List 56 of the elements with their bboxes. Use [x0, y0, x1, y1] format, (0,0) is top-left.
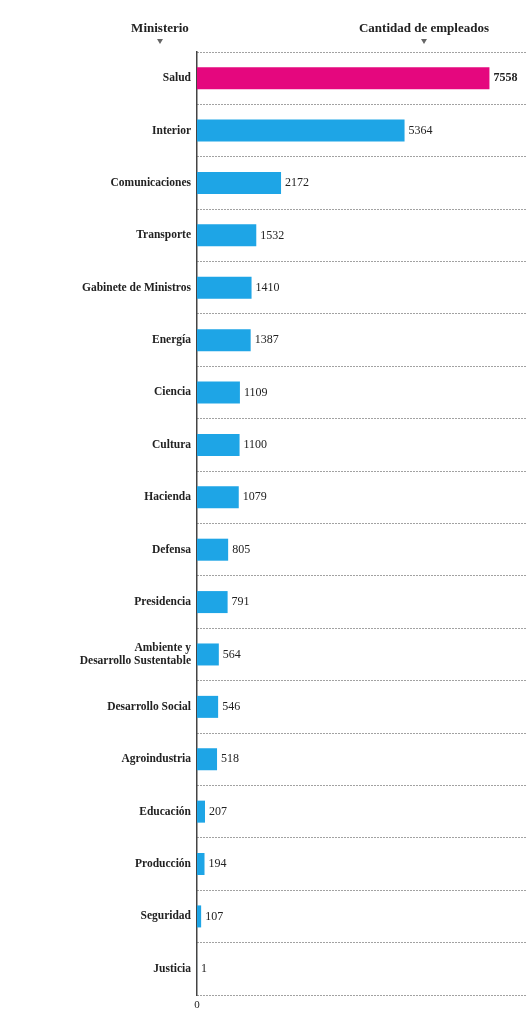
bar — [197, 748, 218, 771]
data-label: 1079 — [242, 489, 267, 504]
y-tick-label: Cultura — [152, 437, 192, 450]
data-label: 2172 — [285, 175, 310, 190]
y-tick-label: Interior — [152, 123, 191, 136]
data-label: 564 — [222, 646, 241, 661]
bar — [197, 853, 205, 876]
y-tick-label: Comunicaciones — [110, 175, 192, 188]
bar — [197, 905, 202, 928]
data-label: 1100 — [243, 437, 268, 452]
data-label: 1532 — [260, 227, 285, 242]
y-tick-label: Desarrollo Social — [107, 699, 191, 712]
data-label: 107 — [205, 908, 224, 923]
y-tick-label: Gabinete de Ministros — [81, 280, 192, 293]
bar — [197, 800, 206, 823]
data-label: 7558 — [493, 70, 518, 85]
y-tick-label: Presidencia — [134, 595, 192, 608]
x-axis-title: Cantidad de empleados — [358, 20, 490, 35]
bar — [197, 171, 282, 194]
bar — [197, 538, 229, 561]
y-tick-label: Hacienda — [144, 490, 192, 503]
bar — [197, 381, 240, 404]
bar — [197, 67, 490, 90]
data-label: 546 — [222, 699, 241, 714]
bar — [197, 695, 219, 718]
y-tick-label: Ambiente y Desarrollo Sustentable — [79, 640, 192, 667]
y-tick-label: Energía — [152, 333, 192, 347]
data-label: 1109 — [243, 384, 268, 399]
y-tick-label: Transporte — [136, 228, 191, 242]
y-tick-label: Ciencia — [153, 385, 192, 398]
data-label: 1410 — [255, 279, 280, 294]
y-tick-label: Agroindustria — [121, 752, 192, 766]
data-label: 1 — [201, 960, 208, 975]
y-tick-label: Educación — [139, 804, 192, 817]
bar — [197, 591, 228, 614]
bar — [197, 433, 240, 456]
text: 0 — [194, 998, 201, 1011]
bar — [197, 329, 251, 352]
y-tick-label: Justicia — [153, 961, 192, 974]
y-tick-label: Seguridad — [140, 909, 192, 923]
bar — [197, 119, 405, 142]
data-label: 207 — [209, 803, 228, 818]
data-label: 1387 — [254, 332, 279, 347]
bar — [197, 643, 219, 666]
data-label: 194 — [208, 856, 227, 871]
data-label: 518 — [221, 751, 240, 766]
bar — [197, 224, 257, 247]
data-label: 805 — [232, 541, 251, 556]
y-axis-title: Ministerio — [131, 20, 189, 35]
y-tick-label: Salud — [162, 71, 192, 84]
data-label: 791 — [231, 594, 250, 609]
bar — [197, 276, 252, 299]
y-tick-label: Defensa — [152, 542, 192, 555]
bar — [197, 486, 239, 509]
data-label: 5364 — [408, 122, 433, 137]
y-tick-label: Producción — [134, 857, 192, 869]
